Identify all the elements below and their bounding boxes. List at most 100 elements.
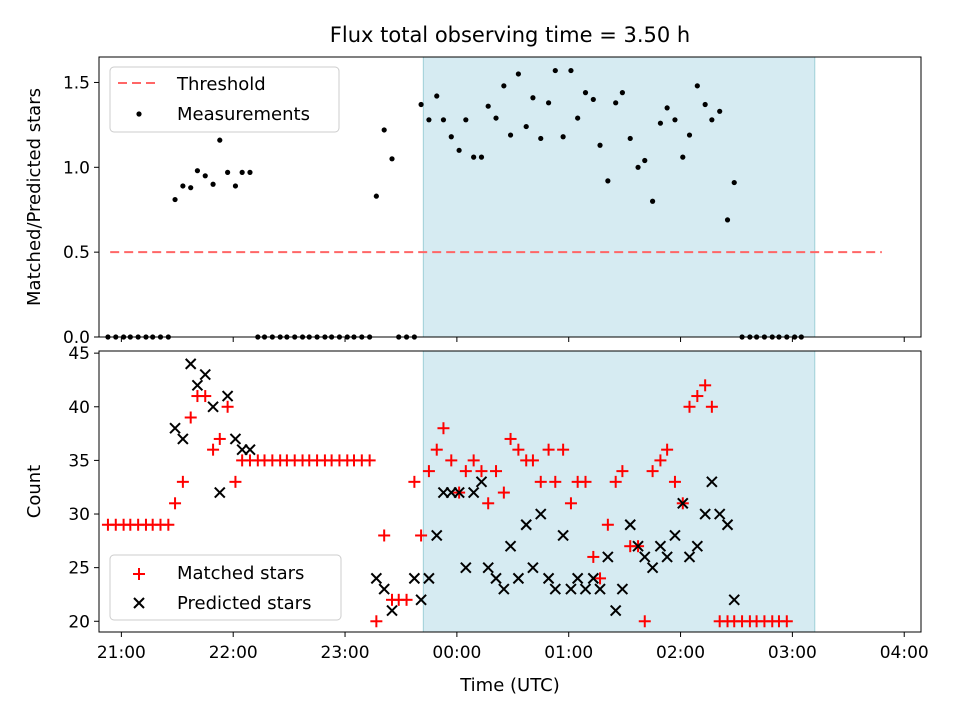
ratio-y-axis-label: Matched/Predicted stars: [24, 88, 45, 306]
measurement-point: [172, 196, 178, 203]
measurement-point: [709, 117, 715, 123]
predicted-star-point: [557, 529, 569, 542]
predicted-star-point: [677, 497, 689, 510]
measurement-point: [507, 132, 514, 138]
matched-star-point: [699, 379, 712, 392]
measurement-point: [471, 154, 477, 160]
predicted-star-point: [467, 486, 480, 499]
matched-star-point: [526, 454, 539, 467]
matched-star-point: [564, 497, 577, 510]
predicted-star-point: [683, 551, 696, 563]
top-ytick-label-2: 1.0: [63, 158, 90, 178]
measurement-point: [373, 193, 379, 199]
predicted-star-point: [199, 368, 211, 381]
measurement-point: [239, 169, 245, 175]
predicted-star-point: [214, 486, 226, 499]
predicted-star-point: [721, 519, 734, 531]
bot-ytick-label-0: 20: [68, 612, 90, 632]
predicted-star-point: [602, 551, 614, 563]
measurement-point: [649, 198, 656, 204]
bot-ytick-label-5: 45: [68, 344, 90, 364]
predicted-star-point: [520, 519, 532, 531]
xtick-label-5: 02:00: [656, 643, 705, 663]
measurement-point: [702, 101, 708, 108]
counts-panel: 20 25 30 35 40 45 21:00 22:00 23:00 00:00 01:00 02…: [24, 344, 929, 663]
measurement-point: [217, 137, 223, 143]
predicted-star-point: [594, 583, 606, 595]
matched-star-point: [534, 475, 547, 488]
bot-ytick-label-4: 40: [68, 398, 90, 418]
predicted-star-point: [549, 583, 562, 595]
legend-measurements-label: Measurements: [177, 104, 310, 125]
ratio-panel: 0.0 0.5 1.0 1.5 Matched/Predicted stars Thr…: [24, 56, 922, 348]
matched-star-point: [475, 465, 488, 478]
measurement-point: [232, 183, 239, 189]
measurement-point: [389, 156, 395, 162]
predicted-star-point: [699, 508, 711, 520]
legend-measurements-swatch: [136, 111, 142, 117]
predicted-star-point: [184, 358, 197, 370]
legend-matched-swatch: [133, 568, 145, 580]
matched-star-point: [557, 443, 570, 456]
measurement-point: [717, 108, 723, 114]
measurement-point: [597, 142, 603, 148]
x-axis-label: Time (UTC): [459, 675, 560, 696]
predicted-star-point: [423, 572, 435, 585]
xtick-label-6: 03:00: [768, 643, 817, 663]
matched-star-point: [221, 400, 234, 413]
measurement-point: [434, 93, 440, 99]
measurement-point: [635, 164, 641, 170]
top-ytick-label-3: 1.5: [63, 73, 90, 93]
xtick-label-7: 04:00: [880, 643, 929, 663]
measurement-point: [448, 134, 454, 140]
predicted-star-point: [229, 433, 242, 445]
measurement-point: [225, 169, 231, 175]
matched-star-point: [363, 454, 376, 467]
measurement-point: [672, 117, 678, 123]
measurement-point: [657, 120, 664, 126]
matched-star-point: [408, 475, 421, 488]
matched-star-point: [616, 465, 629, 478]
legend-threshold-label: Threshold: [176, 74, 266, 95]
predicted-star-point: [535, 508, 547, 520]
predicted-star-point: [632, 540, 644, 552]
bot-ytick-label-2: 30: [68, 505, 90, 525]
measurement-point: [613, 100, 619, 106]
predicted-star-point: [713, 508, 726, 520]
predicted-star-point: [370, 572, 383, 585]
measurement-point: [605, 178, 611, 184]
measurement-point: [568, 67, 574, 74]
matched-star-point: [654, 454, 667, 467]
xtick-label-3: 00:00: [432, 643, 481, 663]
measurement-point: [523, 123, 529, 130]
predicted-star-point: [191, 379, 204, 392]
predicted-star-point: [482, 561, 494, 574]
measurement-point: [247, 169, 253, 175]
matched-star-point: [176, 475, 189, 488]
measurement-point: [210, 181, 216, 187]
predicted-star-point: [490, 572, 502, 585]
measurement-point: [501, 83, 507, 89]
measurement-point: [731, 179, 737, 186]
measurement-point: [590, 96, 596, 103]
measurement-point: [582, 90, 589, 96]
matched-star-point: [370, 615, 383, 628]
predicted-star-point: [616, 583, 629, 595]
predicted-star-point: [177, 433, 189, 445]
matched-star-point: [162, 518, 175, 531]
matched-star-point: [668, 475, 681, 488]
predicted-star-point: [498, 583, 510, 595]
predicted-star-point: [512, 572, 525, 585]
predicted-star-point: [609, 604, 622, 617]
measurement-point: [664, 105, 670, 111]
count-y-ticks: 20 25 30 35 40 45: [68, 344, 99, 632]
matched-star-point: [691, 390, 704, 403]
predicted-star-point: [244, 443, 256, 456]
chart-title: Flux total observing time = 3.50 h: [330, 23, 690, 47]
bot-ytick-label-1: 25: [68, 559, 90, 579]
matched-star-point: [594, 572, 607, 585]
matched-star-point: [661, 443, 674, 456]
xtick-label-4: 01:00: [544, 643, 593, 663]
matched-star-point: [169, 497, 182, 510]
xtick-label-1: 22:00: [209, 643, 258, 663]
